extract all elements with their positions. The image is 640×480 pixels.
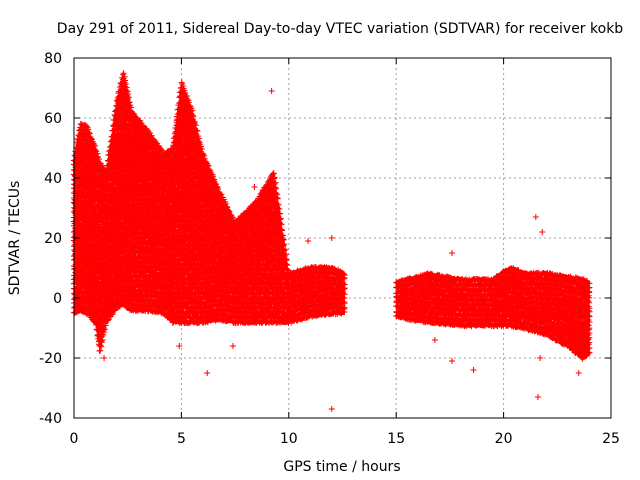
chart: Day 291 of 2011, Sidereal Day-to-day VTE… [0, 0, 640, 480]
chart-title: Day 291 of 2011, Sidereal Day-to-day VTE… [57, 21, 623, 37]
